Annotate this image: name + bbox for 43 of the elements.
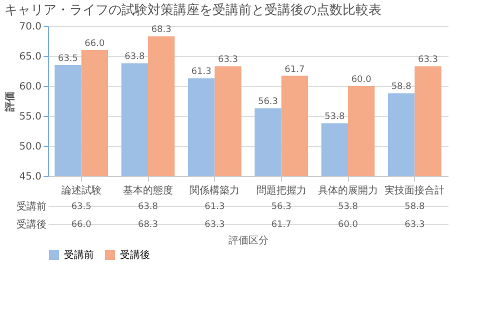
x-axis-title: 評価区分	[228, 234, 268, 246]
data-label: 63.3	[204, 220, 225, 230]
legend-label: 受講後	[120, 249, 150, 261]
text: 66.0	[84, 39, 105, 49]
data-label: 63.3	[404, 220, 425, 230]
x-tick-label: 基本的態度	[123, 184, 173, 196]
text: 63.5	[58, 54, 78, 64]
text: 63.8	[124, 52, 145, 62]
x-tick-label: 関係構築力	[190, 184, 240, 196]
x-tick-label: 問題把握力	[256, 184, 306, 196]
data-label: 63.8	[138, 202, 158, 212]
data-label: 68.3	[138, 220, 158, 230]
y-tick-label: 55.0	[19, 112, 42, 122]
chart-title: キャリア・ライフの試験対策講座を受講前と受講後の点数比較表	[4, 2, 382, 18]
y-tick-label: 65.0	[19, 52, 42, 62]
text: 受講前	[16, 202, 46, 212]
x-tick-label: 具体的展開力	[318, 184, 378, 196]
text: 61.3	[191, 67, 212, 78]
x-tick-label: 論述試験	[61, 184, 102, 196]
y-tick-label: 60.0	[19, 82, 42, 92]
text: 受講後	[16, 220, 46, 230]
data-label: 66.0	[71, 220, 92, 230]
text: 56.3	[258, 97, 278, 108]
data-label: 53.8	[338, 202, 358, 212]
text: 68.3	[151, 25, 172, 36]
x-tick-label: 実技面接合計	[384, 184, 445, 196]
text: 61.7	[284, 64, 305, 75]
text: 58.8	[391, 82, 412, 92]
data-label: 56.3	[271, 202, 292, 212]
y-tick-label: 45.0	[19, 172, 42, 182]
data-label: 63.5	[71, 202, 92, 212]
text: 63.3	[218, 55, 238, 66]
text: 53.8	[324, 112, 345, 122]
y-axis-title: 評価	[4, 92, 16, 112]
data-label: 58.8	[404, 202, 425, 212]
y-tick-label: 70.0	[19, 22, 42, 32]
data-label: 60.0	[338, 220, 358, 230]
y-tick-label: 50.0	[19, 142, 42, 152]
text: 60.0	[351, 75, 372, 85]
data-label: 61.7	[271, 220, 292, 230]
text: 63.3	[418, 55, 438, 66]
data-label: 61.3	[204, 202, 225, 212]
legend-label: 受講前	[64, 249, 94, 261]
